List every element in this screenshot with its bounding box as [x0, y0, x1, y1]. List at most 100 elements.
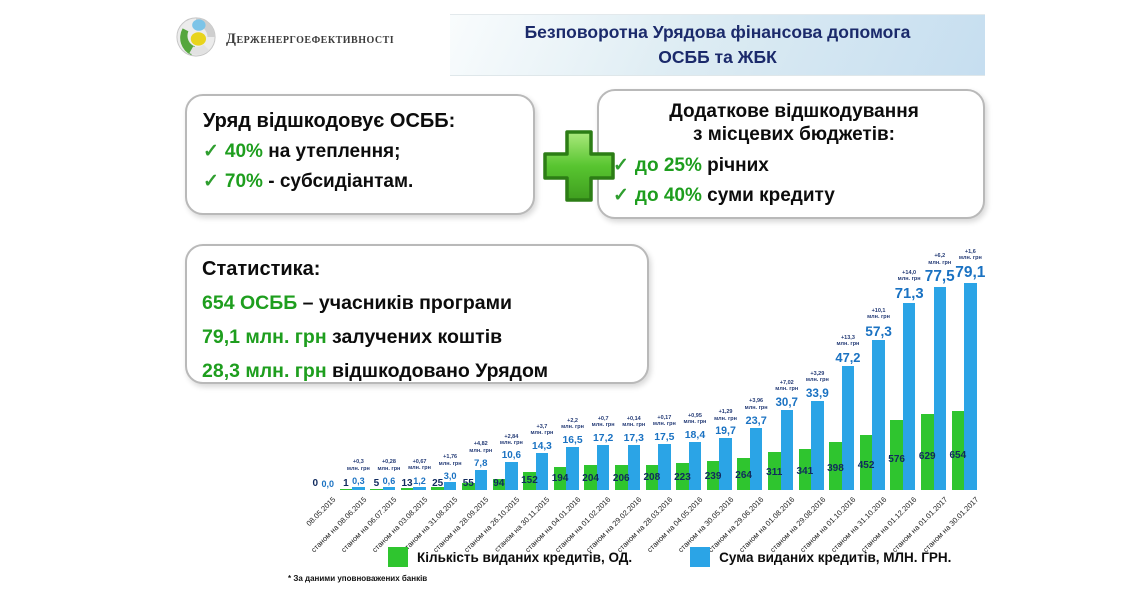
- blue-value-label: 57,3: [865, 324, 892, 340]
- stats-line-1: 654 ОСББ – учасників програми: [202, 292, 637, 315]
- statistics-box: Статистика: 654 ОСББ – учасників програм…: [185, 244, 649, 384]
- green-bar: [492, 478, 506, 490]
- green-value-label: 152: [521, 475, 538, 487]
- agency-name: Держенергоефективності: [226, 31, 395, 47]
- green-value-label: 452: [857, 460, 875, 472]
- green-bar: [768, 452, 781, 490]
- increment-annotation: +2,84 млн. грн: [499, 433, 523, 447]
- blue-bar: [505, 462, 518, 490]
- green-bar: [890, 420, 903, 490]
- increment-annotation: +14,0 млн. грн: [897, 269, 921, 283]
- green-bar: [339, 489, 353, 490]
- stats-title: Статистика:: [202, 258, 321, 280]
- increment-annotation: +13,3 млн. грн: [836, 334, 860, 348]
- right-box-item-1-value: до 25%: [634, 154, 702, 176]
- left-box-item-1-text: на утеплення;: [262, 141, 401, 162]
- increment-annotation: +0,17 млн. грн: [652, 415, 676, 428]
- blue-value-label: 18,4: [684, 428, 706, 441]
- increment-annotation: +0,67 млн. грн: [408, 459, 431, 472]
- green-value-label: 94: [493, 478, 505, 489]
- left-box-item-2-value: 70%: [224, 171, 263, 192]
- right-box-title-line2: з місцевих бюджетів:: [693, 123, 895, 145]
- blue-value-label: 30,7: [775, 396, 798, 409]
- blue-value-label: 17,5: [654, 432, 675, 444]
- increment-annotation: +0,14 млн. грн: [622, 415, 646, 428]
- green-bar: [859, 435, 873, 490]
- stats-line-1-text: – учасників програми: [297, 292, 513, 314]
- footnote: * За даними уповноважених банків: [288, 574, 428, 583]
- blue-bar: [627, 444, 640, 490]
- left-box-item-2: ✓ 70% - субсидіантам.: [203, 170, 523, 193]
- blue-value-label: 0,0: [321, 479, 334, 489]
- local-budget-box: Додаткове відшкодування з місцевих бюдже…: [597, 89, 985, 219]
- blue-bar: [902, 303, 916, 490]
- agency-logo: Держенергоефективності: [175, 16, 394, 63]
- green-value-label: 206: [612, 472, 630, 484]
- check-icon: ✓: [203, 171, 219, 192]
- blue-bar: [382, 487, 396, 490]
- check-icon: ✓: [613, 184, 629, 206]
- green-series-swatch: [388, 547, 408, 567]
- right-box-item-2-value: до 40%: [634, 184, 702, 206]
- green-value-label: 576: [888, 453, 905, 465]
- blue-value-label: 10,6: [501, 450, 521, 462]
- green-bar: [737, 458, 750, 490]
- green-bar: [370, 489, 383, 490]
- green-bar: [798, 448, 812, 490]
- increment-annotation: +7,02 млн. грн: [775, 379, 799, 392]
- right-box-item-1: ✓ до 25% річних: [613, 154, 975, 177]
- increment-annotation: +0,28 млн. грн: [377, 459, 401, 472]
- stats-line-2-text: залучених коштів: [326, 326, 503, 348]
- legend-item-sum: Сума виданих кредитів, МЛН. ГРН.: [690, 547, 951, 567]
- blue-bar: [658, 444, 671, 490]
- blue-bar: [596, 445, 610, 490]
- green-bar: [462, 483, 475, 490]
- check-icon: ✓: [613, 154, 629, 176]
- green-value-label: 194: [551, 473, 569, 485]
- green-bar: [921, 414, 934, 490]
- green-value-label: 223: [674, 471, 691, 483]
- check-icon: ✓: [203, 141, 219, 162]
- green-value-label: 629: [918, 451, 936, 463]
- slide-title-line2: ОСББ та ЖБК: [658, 47, 777, 67]
- green-value-label: 0: [312, 478, 319, 489]
- green-value-label: 398: [827, 462, 844, 474]
- blue-value-label: 23,7: [745, 414, 767, 427]
- blue-value-label: 47,2: [835, 350, 861, 366]
- blue-value-label: 17,2: [593, 433, 614, 444]
- green-value-label: 13: [401, 478, 413, 489]
- left-box-item-2-text: - субсидіантам.: [262, 171, 414, 192]
- blue-bar: [719, 438, 732, 490]
- increment-annotation: +1,29 млн. грн: [714, 409, 737, 422]
- green-bar: [584, 465, 597, 490]
- stats-line-2: 79,1 млн. грн залучених коштів: [202, 326, 637, 349]
- right-box-title-line1: Додаткове відшкодування: [669, 101, 919, 122]
- increment-annotation: +0,7 млн. грн: [591, 415, 615, 429]
- stats-line-2-value: 79,1 млн. грн: [202, 326, 327, 348]
- stats-line-1-value: 654 ОСББ: [202, 292, 298, 314]
- increment-annotation: +3,29 млн. грн: [805, 370, 829, 384]
- plus-icon: [536, 123, 622, 209]
- increment-annotation: +10,1 млн. грн: [867, 307, 890, 321]
- green-value-label: 1: [343, 478, 349, 489]
- increment-annotation: +4,82 млн. грн: [469, 441, 493, 454]
- blue-bar: [811, 401, 824, 490]
- blue-value-label: 77,5: [924, 268, 955, 286]
- blue-value-label: 0,6: [382, 476, 396, 486]
- green-bar: [676, 463, 689, 490]
- right-box-item-1-text: річних: [701, 154, 769, 176]
- increment-annotation: +1,6 млн. грн: [958, 248, 982, 262]
- chart-legend: Кількість виданих кредитів, ОД. Сума вид…: [388, 547, 951, 567]
- green-value-label: 204: [582, 472, 599, 484]
- right-box-title: Додаткове відшкодування з місцевих бюдже…: [613, 101, 975, 147]
- left-box-item-1-value: 40%: [224, 141, 263, 162]
- blue-value-label: 3,0: [443, 471, 457, 482]
- blue-value-label: 1,2: [413, 475, 426, 486]
- increment-annotation: +2,2 млн. грн: [561, 417, 584, 431]
- blue-value-label: 17,3: [623, 432, 644, 444]
- green-bar: [615, 465, 628, 490]
- chart: 0,0 0 08.05.2015 0,3 +0,3 млн. грн 1 станом на …: [304, 238, 1005, 554]
- green-value-label: 5: [373, 478, 380, 489]
- legend-label-count: Кількість виданих кредитів, ОД.: [417, 549, 633, 565]
- green-bar: [523, 471, 536, 490]
